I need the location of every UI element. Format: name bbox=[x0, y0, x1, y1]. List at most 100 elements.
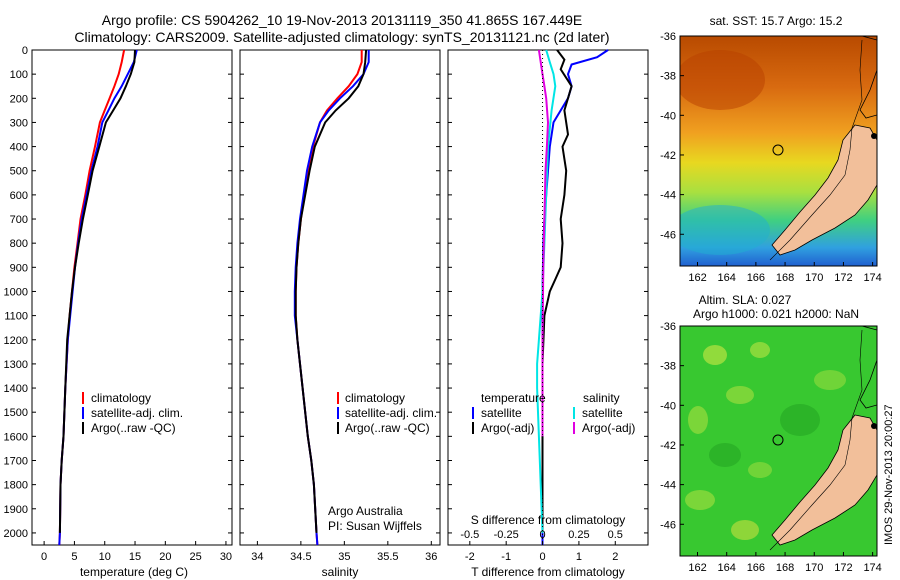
difference-legend: temperature salinity satellite Argo(-adj… bbox=[472, 391, 635, 435]
series-line bbox=[58, 49, 126, 546]
map-y-tick-label: -44 bbox=[660, 190, 676, 202]
depth-tick-label: 1400 bbox=[4, 383, 28, 395]
depth-tick-label: 500 bbox=[10, 166, 28, 178]
x-tick-label: 36 bbox=[425, 551, 437, 563]
sla-patch bbox=[750, 342, 770, 358]
sla-marker bbox=[871, 423, 877, 429]
map-x-tick-label: 170 bbox=[805, 562, 823, 574]
sst-map-ticks: 162 164 166 168 170 172 174 -36 -38 -40 -42 -44 -46 bbox=[660, 31, 882, 284]
map-x-tick-label: 168 bbox=[776, 272, 794, 284]
sla-patch bbox=[726, 386, 754, 404]
depth-tick-label: 1600 bbox=[4, 431, 28, 443]
legend-title-salinity: salinity bbox=[583, 391, 620, 405]
x-tick-label: 20 bbox=[159, 551, 171, 563]
series-line bbox=[293, 50, 370, 546]
temperature-panel-frame bbox=[31, 49, 233, 546]
depth-tick-label: 100 bbox=[10, 69, 28, 81]
map-y-tick-label: -46 bbox=[660, 519, 676, 531]
depth-tick-label: 1100 bbox=[4, 311, 28, 323]
series-line bbox=[58, 49, 136, 533]
map-y-tick-label: -36 bbox=[660, 321, 676, 333]
x-tick-label: 25 bbox=[190, 551, 202, 563]
map-x-tick-label: 170 bbox=[805, 272, 823, 284]
map-x-tick-label: 174 bbox=[863, 272, 881, 284]
map-y-tick-label: -38 bbox=[660, 71, 676, 83]
map-y-tick-label: -36 bbox=[660, 31, 676, 43]
difference-x2-label: S difference from climatology bbox=[471, 513, 626, 527]
credit-line-2: PI: Susan Wijffels bbox=[328, 519, 422, 533]
salinity-x-label: salinity bbox=[322, 565, 359, 579]
sla-north-island bbox=[859, 326, 877, 409]
depth-tick-label: 1800 bbox=[4, 480, 28, 492]
series-line bbox=[294, 49, 368, 533]
sst-argo-position bbox=[772, 144, 784, 156]
depth-axis-labels: 0 100 200 300 400 500 600 700 800 900 1000 1100 1200… bbox=[4, 45, 648, 540]
difference-s-ticks: -0.5 -0.25 0 0.25 0.5 bbox=[460, 529, 623, 541]
depth-tick-label: 1000 bbox=[4, 286, 28, 298]
difference-series bbox=[536, 49, 609, 545]
sla-map-frame bbox=[679, 325, 878, 557]
legend-label-t-argo: Argo(-adj) bbox=[481, 421, 534, 435]
temperature-legend: climatology satellite-adj. clim. Argo(..… bbox=[82, 391, 183, 435]
sla-patch bbox=[688, 406, 708, 434]
sst-map-title: sat. SST: 15.7 Argo: 15.2 bbox=[710, 14, 843, 28]
difference-panel-frame bbox=[447, 49, 649, 546]
sst-cool-patch bbox=[680, 205, 770, 255]
sst-coastline bbox=[771, 124, 877, 256]
series-line bbox=[537, 49, 550, 437]
depth-tick-label: 1200 bbox=[4, 335, 28, 347]
legend-label-satellite: satellite-adj. clim. bbox=[345, 406, 437, 420]
s-tick-label: 0.5 bbox=[608, 529, 623, 541]
sla-patch bbox=[685, 490, 715, 510]
legend-label-climatology: climatology bbox=[345, 391, 405, 405]
depth-tick-label: 300 bbox=[10, 117, 28, 129]
sla-argo-position bbox=[772, 434, 784, 446]
legend-label-s-satellite: satellite bbox=[582, 406, 623, 420]
sst-map bbox=[680, 36, 877, 266]
salinity-series bbox=[293, 49, 370, 546]
sla-map-ticks: 162 164 166 168 170 172 174 -36 -38 -40 -42 -44 -46 bbox=[660, 321, 882, 574]
x-tick-label: 34 bbox=[251, 551, 263, 563]
legend-label-argo: Argo(..raw -QC) bbox=[91, 421, 176, 435]
difference-x-ticks: -2 -1 0 1 2 bbox=[465, 541, 618, 563]
x-tick-label: 2 bbox=[612, 551, 618, 563]
salinity-x-ticks: 34 34.5 35 35.5 36 bbox=[251, 541, 437, 563]
map-x-tick-label: 172 bbox=[834, 272, 852, 284]
imos-vertical-label: IMOS 29-Nov-2013 20:00:27 bbox=[883, 404, 895, 545]
s-tick-label: -0.25 bbox=[494, 529, 519, 541]
s-tick-label: 0 bbox=[539, 529, 545, 541]
sla-map-title-1: Altim. SLA: 0.027 bbox=[699, 293, 792, 307]
depth-tick-label: 700 bbox=[10, 214, 28, 226]
map-y-tick-label: -38 bbox=[660, 361, 676, 373]
depth-tick-label: 900 bbox=[10, 262, 28, 274]
x-tick-label: -1 bbox=[501, 551, 511, 563]
map-y-tick-label: -42 bbox=[660, 440, 676, 452]
depth-tick-label: 600 bbox=[10, 190, 28, 202]
sla-patch bbox=[703, 345, 727, 365]
map-x-tick-label: 168 bbox=[776, 562, 794, 574]
sla-patch bbox=[731, 520, 759, 540]
temperature-x-label: temperature (deg C) bbox=[80, 565, 188, 579]
sla-map-title-2: Argo h1000: 0.021 h2000: NaN bbox=[693, 307, 859, 321]
depth-tick-label: 200 bbox=[10, 93, 28, 105]
map-x-tick-label: 166 bbox=[747, 272, 765, 284]
map-y-tick-label: -46 bbox=[660, 229, 676, 241]
x-tick-label: 15 bbox=[129, 551, 141, 563]
x-tick-label: 0 bbox=[41, 551, 47, 563]
depth-tick-label: 2000 bbox=[4, 528, 28, 540]
series-line bbox=[541, 49, 573, 533]
s-tick-label: -0.5 bbox=[460, 529, 479, 541]
map-y-tick-label: -42 bbox=[660, 150, 676, 162]
depth-tick-label: 1300 bbox=[4, 359, 28, 371]
salinity-panel-frame bbox=[239, 49, 441, 546]
title-line-1: Argo profile: CS 5904262_10 19-Nov-2013 … bbox=[102, 12, 583, 28]
map-y-tick-label: -44 bbox=[660, 480, 676, 492]
legend-title-temperature: temperature bbox=[481, 391, 546, 405]
series-line bbox=[541, 49, 609, 545]
depth-tick-label: 1900 bbox=[4, 504, 28, 516]
map-x-tick-label: 166 bbox=[747, 562, 765, 574]
x-tick-label: -2 bbox=[465, 551, 475, 563]
map-x-tick-label: 162 bbox=[688, 562, 706, 574]
x-tick-label: 35 bbox=[338, 551, 350, 563]
